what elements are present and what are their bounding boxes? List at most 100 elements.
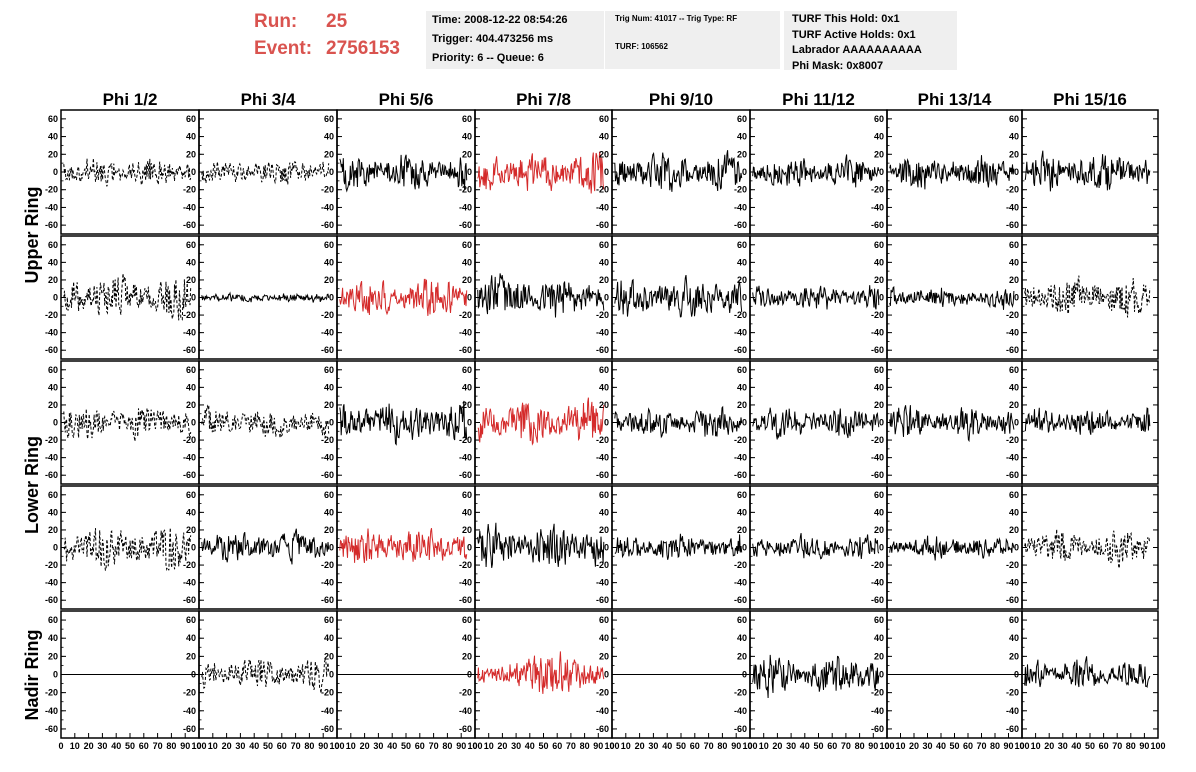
x-tick-label: 70 — [429, 741, 439, 751]
y-tick-label: -40 — [459, 328, 472, 338]
x-tick-label: 60 — [690, 741, 700, 751]
x-tick-label: 20 — [84, 741, 94, 751]
y-tick-label: 20 — [874, 149, 884, 159]
y-tick-label: 40 — [186, 382, 196, 392]
y-tick-label: 60 — [874, 365, 884, 375]
y-tick-label: -20 — [321, 435, 334, 445]
y-tick-label: 0 — [329, 293, 334, 303]
waveform-trace — [477, 522, 605, 568]
x-tick-label: 80 — [717, 741, 727, 751]
y-tick-label: 40 — [1009, 382, 1019, 392]
y-tick-label: 20 — [324, 525, 334, 535]
y-tick-label: -40 — [734, 706, 747, 716]
y-tick-label: -40 — [734, 328, 747, 338]
y-tick-label: 20 — [1009, 149, 1019, 159]
y-tick-label: -20 — [596, 185, 609, 195]
y-tick-label: -40 — [734, 202, 747, 212]
y-tick-label: 20 — [462, 525, 472, 535]
y-tick-label: 20 — [186, 525, 196, 535]
y-tick-label: 20 — [186, 400, 196, 410]
y-tick-label: 40 — [48, 257, 58, 267]
y-tick-label: -40 — [871, 453, 884, 463]
y-tick-label: 0 — [742, 543, 747, 553]
y-tick-label: -60 — [871, 345, 884, 355]
y-tick-label: 60 — [48, 240, 58, 250]
y-tick-label: 60 — [1009, 365, 1019, 375]
x-tick-label: 60 — [827, 741, 837, 751]
x-tick-label: 50 — [263, 741, 273, 751]
y-tick-label: -40 — [1006, 453, 1019, 463]
labrador-text: Labrador AAAAAAAAAA — [792, 44, 922, 56]
turf-info-panel: Trig Num: 41017 -- Trig Type: RF TURF: 1… — [605, 11, 780, 69]
y-tick-label: 40 — [874, 132, 884, 142]
y-tick-label: 0 — [53, 167, 58, 177]
y-tick-label: 40 — [737, 507, 747, 517]
x-tick-label: 10 — [484, 741, 494, 751]
y-tick-label: -20 — [871, 688, 884, 698]
y-tick-label: -40 — [183, 202, 196, 212]
y-tick-label: 60 — [48, 615, 58, 625]
y-tick-label: -40 — [183, 706, 196, 716]
x-tick-label: 0 — [609, 741, 614, 751]
y-tick-label: 60 — [1009, 490, 1019, 500]
y-tick-label: 40 — [462, 507, 472, 517]
y-tick-label: 20 — [599, 400, 609, 410]
x-tick-label: 70 — [704, 741, 714, 751]
x-tick-label: 30 — [97, 741, 107, 751]
x-tick-label: 60 — [277, 741, 287, 751]
event-number: 2756153 — [326, 38, 400, 59]
x-tick-label: 90 — [456, 741, 466, 751]
y-tick-label: 0 — [879, 167, 884, 177]
row-title: Nadir Ring — [22, 629, 42, 720]
x-tick-label: 50 — [401, 741, 411, 751]
column-title: Phi 15/16 — [1053, 90, 1127, 109]
y-tick-label: 20 — [462, 400, 472, 410]
y-tick-label: -20 — [734, 560, 747, 570]
y-tick-label: 20 — [48, 275, 58, 285]
y-tick-label: -60 — [183, 595, 196, 605]
y-tick-label: 0 — [604, 543, 609, 553]
y-tick-label: 20 — [186, 149, 196, 159]
y-tick-label: -20 — [871, 560, 884, 570]
y-tick-label: -40 — [1006, 202, 1019, 212]
waveform-trace — [63, 408, 192, 442]
x-tick-label: 70 — [291, 741, 301, 751]
x-tick-label: 30 — [373, 741, 383, 751]
y-tick-label: -20 — [459, 435, 472, 445]
y-tick-label: -20 — [183, 688, 196, 698]
column-title: Phi 1/2 — [103, 90, 158, 109]
x-tick-label: 80 — [1126, 741, 1136, 751]
x-tick-label: 30 — [235, 741, 245, 751]
y-tick-label: 0 — [879, 418, 884, 428]
waveform-trace — [752, 654, 880, 699]
y-tick-label: 60 — [737, 490, 747, 500]
y-tick-label: 40 — [48, 132, 58, 142]
waveform-trace — [201, 404, 330, 439]
y-tick-label: 60 — [599, 114, 609, 124]
y-tick-label: -20 — [1006, 688, 1019, 698]
waveform-trace — [477, 151, 605, 194]
y-tick-label: -60 — [871, 470, 884, 480]
y-tick-label: -20 — [1006, 560, 1019, 570]
y-tick-label: 0 — [191, 167, 196, 177]
y-tick-label: 60 — [462, 615, 472, 625]
waveform-trace — [752, 285, 880, 310]
x-tick-label: 60 — [415, 741, 425, 751]
y-tick-label: 40 — [874, 257, 884, 267]
y-tick-label: -40 — [321, 202, 334, 212]
waveform-trace — [1024, 407, 1151, 435]
y-tick-label: 0 — [742, 670, 747, 680]
x-tick-label: 70 — [566, 741, 576, 751]
waveform-trace — [201, 528, 330, 565]
priority-queue-text: Priority: 6 -- Queue: 6 — [432, 52, 544, 64]
y-tick-label: -20 — [734, 310, 747, 320]
y-tick-label: -20 — [321, 560, 334, 570]
y-tick-label: -20 — [871, 185, 884, 195]
y-tick-label: 20 — [186, 651, 196, 661]
y-tick-label: 40 — [737, 132, 747, 142]
x-tick-label: 50 — [949, 741, 959, 751]
y-tick-label: -60 — [321, 595, 334, 605]
waveform-trace — [889, 535, 1015, 561]
panel-frame — [611, 485, 751, 610]
y-tick-label: -20 — [459, 185, 472, 195]
